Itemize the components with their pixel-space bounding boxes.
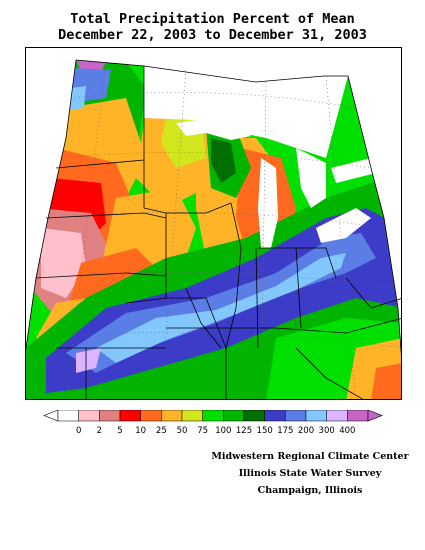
graticule — [30, 61, 401, 399]
legend-swatch — [223, 409, 245, 422]
legend-swatch — [78, 409, 100, 422]
legend-label: 125 — [236, 426, 252, 436]
legend-label: 200 — [298, 426, 314, 436]
legend-swatch — [243, 409, 265, 422]
lake-michigan — [258, 158, 278, 248]
legend-swatch — [57, 409, 79, 422]
lake-huron — [296, 148, 326, 208]
lake-erie — [316, 208, 371, 243]
state-boundaries — [35, 66, 401, 399]
lake-superior — [176, 118, 251, 140]
legend-label: 10 — [135, 426, 146, 436]
legend-swatch — [181, 409, 203, 422]
legend-label: 175 — [277, 426, 293, 436]
legend-label: 150 — [257, 426, 273, 436]
legend-label: 50 — [177, 426, 188, 436]
legend-swatch — [305, 409, 327, 422]
legend-label: 75 — [197, 426, 208, 436]
legend-swatch — [161, 409, 183, 422]
legend-label: 2 — [97, 426, 102, 436]
color-legend: 0 2 5 10 25 50 75 100 125 150 175 200 300 400 — [38, 409, 388, 442]
legend-swatch — [264, 409, 286, 422]
precipitation-map — [25, 47, 402, 400]
legend-swatch — [99, 409, 121, 422]
legend-swatch — [285, 409, 307, 422]
legend-label: 0 — [76, 426, 81, 436]
legend-label: 100 — [215, 426, 231, 436]
map-title-line2: December 22, 2003 to December 31, 2003 — [58, 27, 367, 43]
legend-label: 400 — [339, 426, 355, 436]
legend-label: 25 — [156, 426, 167, 436]
legend-label: 5 — [117, 426, 122, 436]
legend-arrow-low — [43, 409, 59, 422]
legend-swatch — [119, 409, 141, 422]
credit-line2: Illinois State Water Survey — [238, 468, 382, 479]
legend-swatch — [347, 409, 369, 422]
credit-line1: Midwestern Regional Climate Center — [211, 451, 409, 462]
legend-arrow-high — [367, 409, 383, 422]
map-title-line1: Total Precipitation Percent of Mean — [70, 11, 355, 27]
legend-label: 300 — [319, 426, 335, 436]
credit-line3: Champaign, Illinois — [257, 485, 363, 496]
legend-swatch — [140, 409, 162, 422]
legend-swatch — [202, 409, 224, 422]
no-data-area — [26, 48, 401, 350]
legend-swatch — [326, 409, 348, 422]
